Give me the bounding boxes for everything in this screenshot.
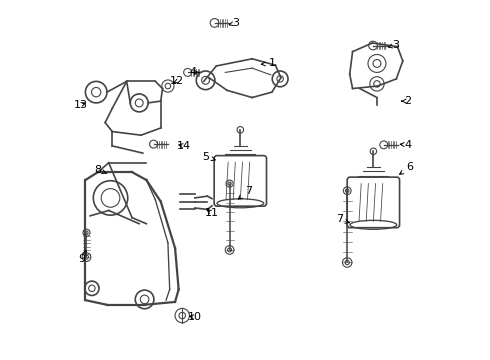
Text: 1: 1 xyxy=(261,58,275,68)
Text: 11: 11 xyxy=(205,208,219,218)
Text: 6: 6 xyxy=(399,162,414,174)
Text: 8: 8 xyxy=(95,165,107,175)
Text: 7: 7 xyxy=(337,215,349,224)
Text: 13: 13 xyxy=(74,100,88,110)
Text: 3: 3 xyxy=(389,40,399,50)
Text: 4: 4 xyxy=(190,67,199,77)
Text: 5: 5 xyxy=(202,152,215,162)
Text: 10: 10 xyxy=(188,312,202,322)
Text: 4: 4 xyxy=(400,140,412,150)
Text: 9: 9 xyxy=(78,251,86,264)
Text: 2: 2 xyxy=(402,96,412,106)
Text: 12: 12 xyxy=(170,76,184,86)
Text: 14: 14 xyxy=(177,141,191,151)
Text: 7: 7 xyxy=(238,186,252,199)
Text: 3: 3 xyxy=(229,18,240,28)
